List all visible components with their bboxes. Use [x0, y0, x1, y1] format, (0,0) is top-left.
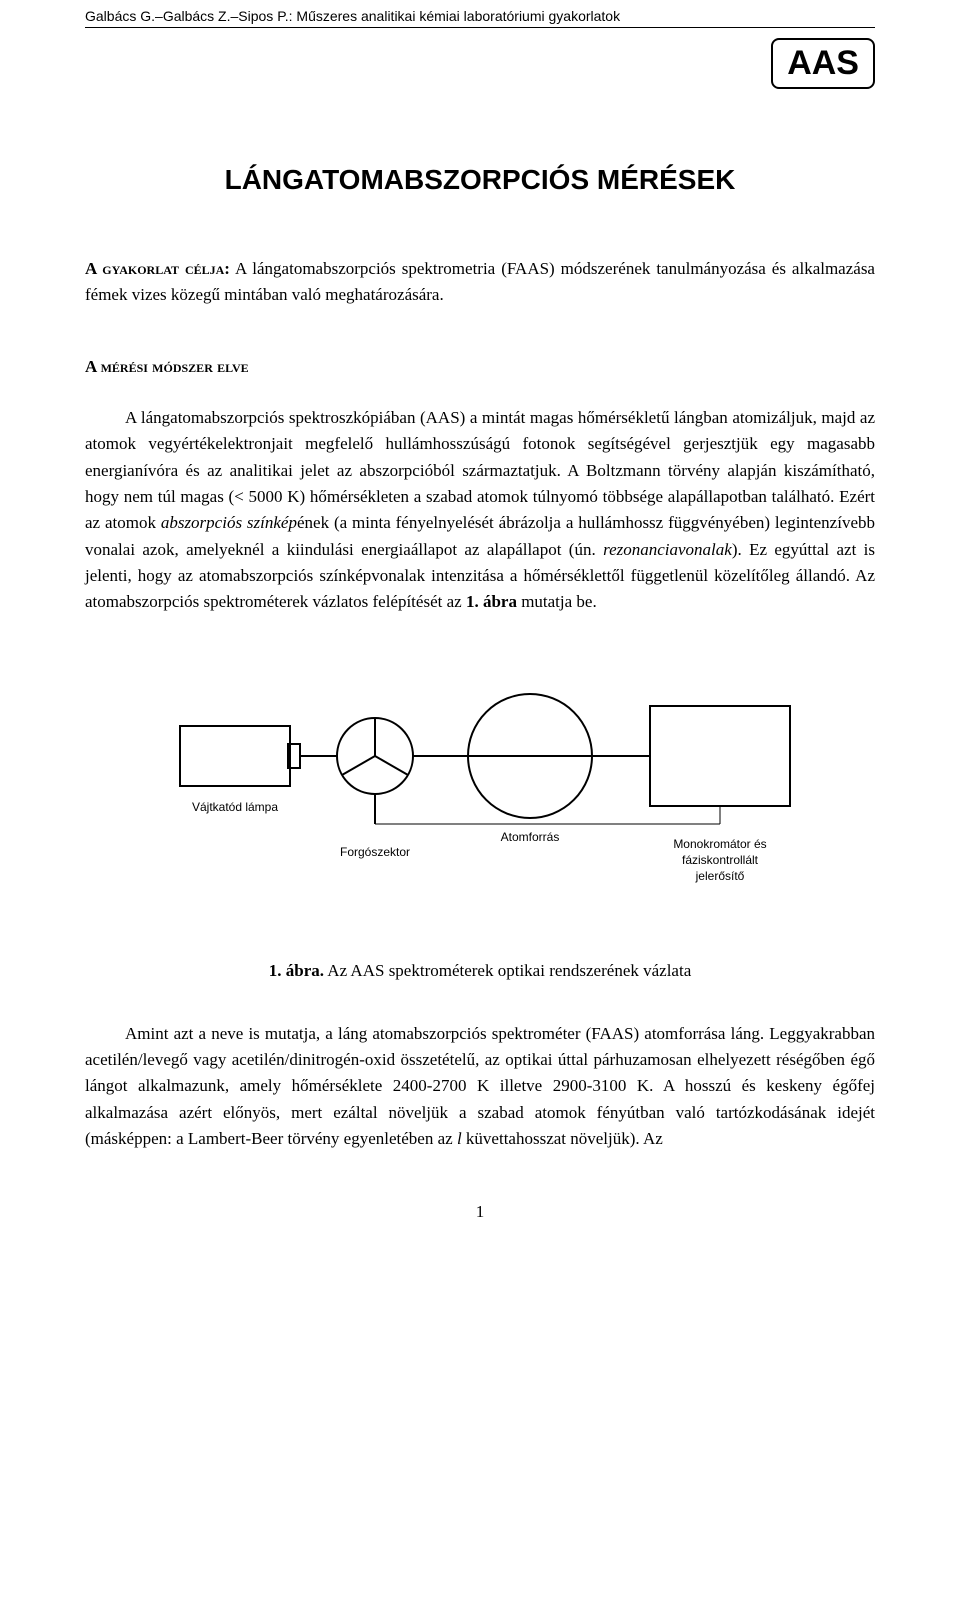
- aas-badge: AAS: [771, 38, 875, 89]
- figure-caption-text: Az AAS spektrométerek optikai rendszerén…: [324, 961, 691, 980]
- chopper-sector-3: [342, 756, 375, 775]
- para1-text-g: mutatja be.: [517, 592, 597, 611]
- page-number: 1: [85, 1202, 875, 1222]
- page-header: Galbács G.–Galbács Z.–Sipos P.: Műszeres…: [85, 0, 875, 28]
- para2-text-c: küvettahosszat növeljük). Az: [462, 1129, 663, 1148]
- section-heading: A mérési módszer elve: [85, 357, 875, 377]
- atom-source-label: Atomforrás: [501, 830, 560, 844]
- para1-italic-d: rezonanciavonalak: [603, 540, 732, 559]
- diagram-container: Vájtkatód lámpa Forgószektor Atomforrás …: [85, 676, 875, 931]
- chopper-label: Forgószektor: [340, 845, 410, 859]
- figure-label: 1. ábra.: [269, 961, 324, 980]
- chopper-sector-2: [375, 756, 408, 775]
- page-title: LÁNGATOMABSZORPCIÓS MÉRÉSEK: [85, 164, 875, 196]
- para1-italic-b: abszorpciós színkép: [161, 513, 297, 532]
- body-paragraph-1: A lángatomabszorpciós spektroszkópiában …: [85, 405, 875, 616]
- lamp-body: [180, 726, 290, 786]
- figure-caption: 1. ábra. Az AAS spektrométerek optikai r…: [85, 961, 875, 981]
- lamp-label: Vájtkatód lámpa: [192, 800, 278, 814]
- spectrometer-diagram: Vájtkatód lámpa Forgószektor Atomforrás …: [160, 676, 800, 926]
- detector-label-3: jelerősítő: [695, 869, 745, 883]
- detector-label-2: fáziskontrollált: [682, 853, 759, 867]
- detector-body: [650, 706, 790, 806]
- goal-label: A gyakorlat célja:: [85, 259, 230, 278]
- detector-label-1: Monokromátor és: [673, 837, 766, 851]
- goal-paragraph: A gyakorlat célja: A lángatomabszorpciós…: [85, 256, 875, 307]
- para1-bold-f: 1. ábra: [466, 592, 517, 611]
- body-paragraph-2: Amint azt a neve is mutatja, a láng atom…: [85, 1021, 875, 1153]
